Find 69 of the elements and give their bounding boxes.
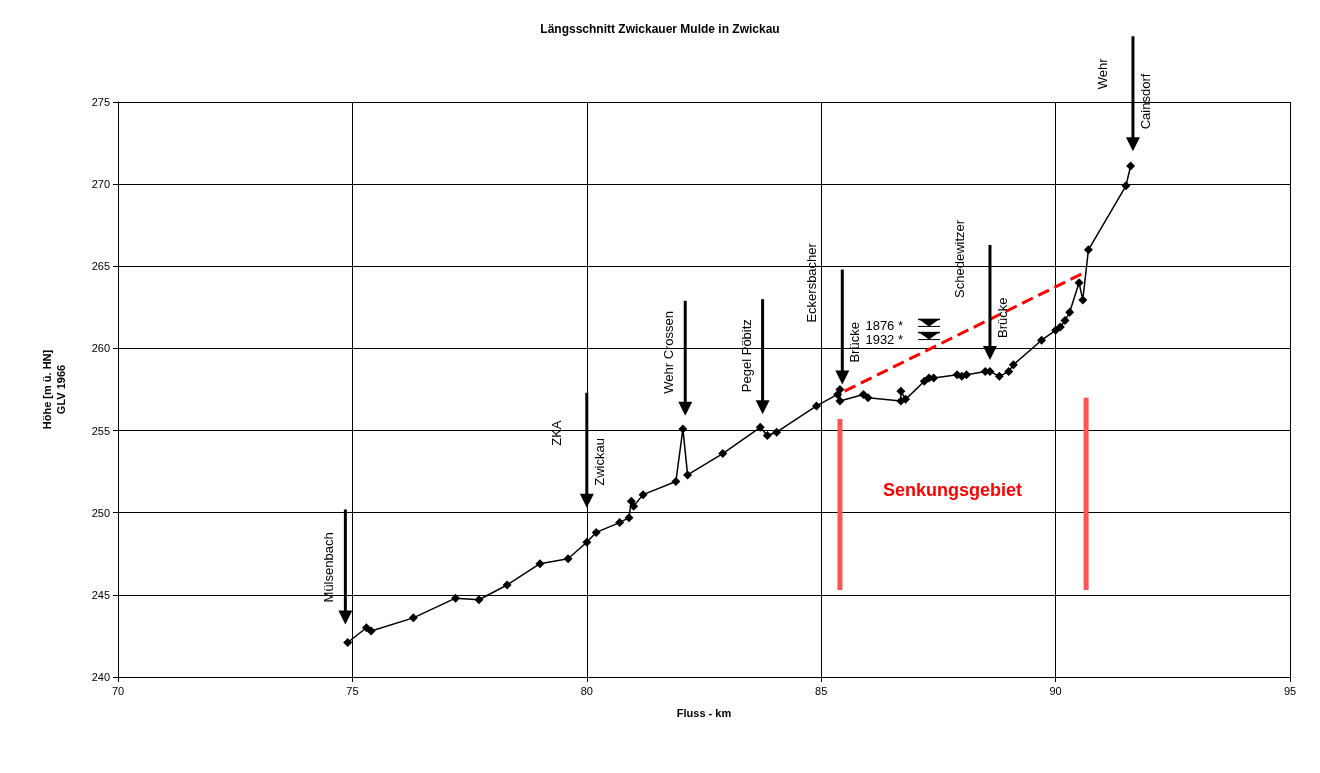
point	[683, 470, 693, 480]
point	[762, 431, 772, 440]
point	[835, 396, 845, 406]
point	[1060, 316, 1070, 325]
point	[718, 449, 728, 459]
point	[1065, 307, 1075, 317]
y-tick-label: 255	[91, 424, 110, 437]
annotation: 1932 *	[865, 331, 904, 347]
y-tick-label: 260	[91, 342, 110, 355]
chart-title: Längsschnitt Zwickauer Mulde in Zwickau	[540, 22, 780, 36]
point	[361, 623, 371, 633]
point	[772, 427, 782, 437]
point	[1121, 181, 1131, 191]
point	[582, 537, 592, 547]
point	[671, 477, 681, 486]
text: Wehr Cainsdorf	[1094, 58, 1153, 130]
y-tick-label: 275	[91, 96, 110, 108]
point	[919, 376, 929, 386]
point	[962, 370, 972, 380]
x-axis-title: Fluss - km	[676, 706, 732, 719]
annotation: Pegel Pöbitz	[738, 319, 754, 393]
y-axis-title: Höhe [m ü. HN] GLV 1966	[41, 349, 67, 430]
x-tick-label: 95	[1283, 684, 1297, 697]
point	[624, 513, 634, 523]
point	[629, 501, 639, 511]
point	[901, 394, 911, 404]
point	[863, 393, 873, 403]
x-tick-label: 75	[346, 684, 359, 697]
point	[1126, 161, 1136, 171]
point	[835, 385, 845, 394]
point	[563, 554, 573, 564]
y-tick-label: 240	[91, 671, 110, 683]
x-tick-label: 85	[815, 684, 828, 697]
y-tick-label: 270	[91, 178, 110, 191]
annotation: 1876 *	[865, 318, 904, 334]
point	[1037, 335, 1047, 345]
x-tick-label: 80	[580, 684, 593, 697]
point	[755, 422, 765, 432]
y-tick-label: 250	[91, 506, 110, 519]
point	[1074, 278, 1084, 288]
point	[408, 613, 418, 623]
point	[591, 527, 601, 537]
point	[1008, 360, 1018, 370]
y-tick-label: 265	[91, 260, 110, 273]
point	[896, 386, 906, 396]
point	[1004, 366, 1014, 376]
text: ZKA Zwickau	[548, 420, 607, 486]
text: Schedewitzer Brücke	[951, 219, 1010, 338]
annotation: Senkungsgebiet	[882, 480, 1022, 501]
point	[615, 518, 625, 528]
point	[1055, 322, 1065, 332]
point	[451, 593, 461, 603]
point	[343, 638, 353, 647]
point	[812, 401, 822, 411]
point	[678, 424, 688, 434]
point	[474, 595, 484, 605]
point	[502, 580, 512, 590]
x-tick-label: 70	[111, 684, 125, 697]
point	[1078, 295, 1088, 305]
annotation: Mülsenbach	[321, 532, 337, 603]
x-tick-label: 90	[1049, 684, 1062, 697]
point	[638, 490, 648, 500]
point	[858, 389, 868, 399]
point	[1051, 325, 1061, 335]
point	[994, 371, 1004, 381]
y-tick-label: 245	[91, 588, 110, 601]
point	[366, 626, 376, 636]
point	[1083, 245, 1093, 255]
point	[535, 559, 545, 569]
